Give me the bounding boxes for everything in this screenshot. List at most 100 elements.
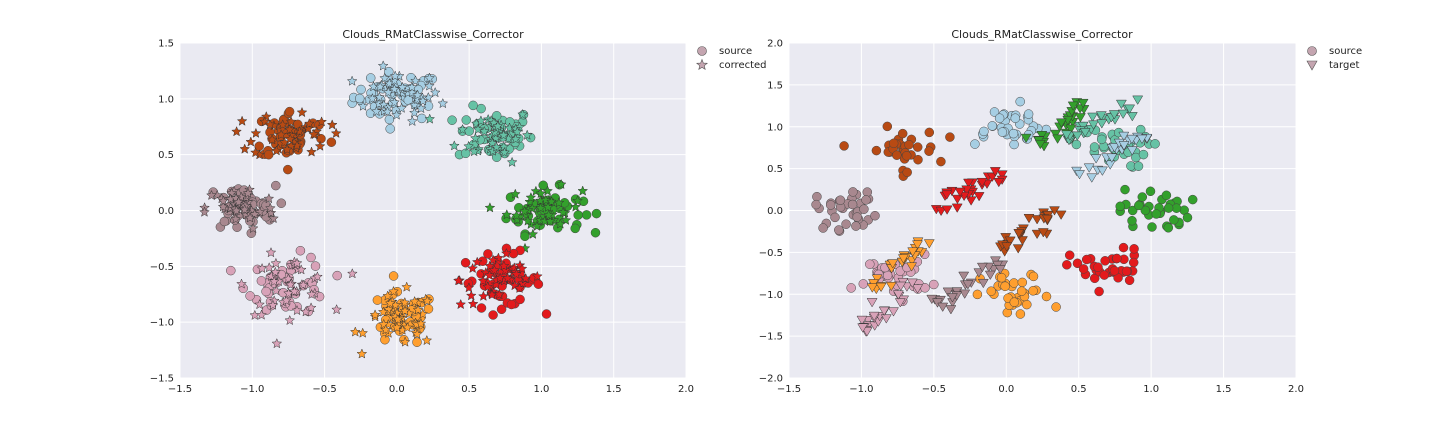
source-point xyxy=(326,137,337,147)
corrected-point xyxy=(423,80,435,91)
source-point xyxy=(1000,281,1010,292)
left-legend-corrected-label: corrected xyxy=(719,60,767,71)
target-point xyxy=(1067,101,1079,111)
corrected-point xyxy=(236,115,248,126)
corrected-point xyxy=(511,210,522,221)
target-point xyxy=(989,167,1001,177)
source-point xyxy=(888,138,899,149)
corrected-point xyxy=(484,260,496,271)
source-point xyxy=(1081,254,1092,265)
source-point xyxy=(1071,139,1082,150)
source-point xyxy=(929,279,939,290)
corrected-point xyxy=(557,206,569,218)
corrected-point xyxy=(268,212,279,224)
target-point xyxy=(857,323,869,333)
left-y-tick-label: 0.0 xyxy=(158,206,174,217)
source-point xyxy=(538,180,548,191)
source-point xyxy=(520,231,530,242)
source-point xyxy=(1163,203,1174,213)
target-point xyxy=(1061,130,1073,140)
corrected-point xyxy=(560,214,572,225)
source-point xyxy=(310,261,321,271)
corrected-point xyxy=(281,143,293,155)
source-point xyxy=(245,291,255,301)
corrected-point xyxy=(468,145,480,157)
corrected-point xyxy=(511,126,523,137)
corrected-point xyxy=(217,201,229,212)
corrected-point xyxy=(231,126,242,137)
corrected-point xyxy=(254,298,265,310)
target-point xyxy=(1104,160,1116,170)
target-point xyxy=(906,278,918,288)
corrected-point xyxy=(271,145,282,156)
corrected-point xyxy=(391,109,402,120)
target-point xyxy=(1055,210,1067,220)
corrected-point xyxy=(312,271,323,282)
corrected-point xyxy=(540,194,552,205)
corrected-point xyxy=(379,72,391,83)
left-x-tick-label: 1.5 xyxy=(606,384,622,395)
corrected-point xyxy=(506,156,518,167)
corrected-point xyxy=(424,72,435,83)
left-chart: −1.5 −1.0 −0.5 0.0 0.5 1.0 1.5 2.0 −1.5 −1.0 −0.5… xyxy=(150,28,767,395)
source-point xyxy=(865,259,875,269)
source-point xyxy=(423,101,434,111)
target-point xyxy=(963,178,974,188)
right-y-tick-label: 0.0 xyxy=(767,206,783,217)
source-point xyxy=(515,294,525,305)
left-legend-source-label: source xyxy=(719,46,752,57)
corrected-point xyxy=(520,272,532,284)
target-point xyxy=(907,247,919,257)
corrected-point xyxy=(250,127,262,138)
left-x-tick-label: 0.0 xyxy=(389,384,405,395)
corrected-point xyxy=(239,143,251,154)
source-point xyxy=(830,212,840,223)
source-point xyxy=(306,252,316,263)
corrected-point xyxy=(226,187,238,198)
right-x-tick-label: −1.0 xyxy=(849,384,873,395)
source-point xyxy=(491,111,502,121)
corrected-point xyxy=(291,257,303,268)
corrected-point xyxy=(469,132,481,143)
corrected-point xyxy=(412,89,423,100)
target-point xyxy=(885,281,897,292)
target-point xyxy=(1118,141,1130,151)
corrected-point xyxy=(389,70,401,81)
corrected-point xyxy=(380,324,392,335)
target-point xyxy=(868,311,880,322)
source-point xyxy=(986,286,996,296)
corrected-point xyxy=(401,321,413,333)
corrected-point xyxy=(382,106,393,117)
corrected-point xyxy=(371,105,382,117)
source-point xyxy=(384,114,395,125)
right-x-tick-label: −0.5 xyxy=(922,384,946,395)
source-point xyxy=(825,200,836,210)
target-point xyxy=(958,271,970,281)
corrected-point xyxy=(245,136,257,147)
corrected-point xyxy=(303,118,315,129)
corrected-point xyxy=(275,129,287,140)
source-point xyxy=(987,121,998,131)
target-point xyxy=(1115,99,1127,110)
corrected-point xyxy=(477,290,489,301)
corrected-point xyxy=(271,338,283,349)
source-point xyxy=(994,113,1005,123)
source-point xyxy=(314,291,325,302)
target-point xyxy=(973,192,985,202)
corrected-point xyxy=(306,146,317,157)
source-point xyxy=(839,141,849,151)
corrected-point xyxy=(236,278,247,289)
corrected-point xyxy=(516,263,528,274)
target-point xyxy=(1136,134,1148,144)
corrected-point xyxy=(455,298,467,310)
source-point xyxy=(1151,209,1162,219)
target-point xyxy=(993,178,1005,188)
source-point xyxy=(476,103,486,114)
source-point xyxy=(581,210,592,220)
source-point xyxy=(332,270,342,281)
source-point xyxy=(423,304,434,314)
corrected-point xyxy=(357,100,369,111)
left-x-tick-label: 2.0 xyxy=(678,384,694,395)
left-y-tick-label: 1.0 xyxy=(158,94,174,105)
corrected-point xyxy=(502,272,513,283)
